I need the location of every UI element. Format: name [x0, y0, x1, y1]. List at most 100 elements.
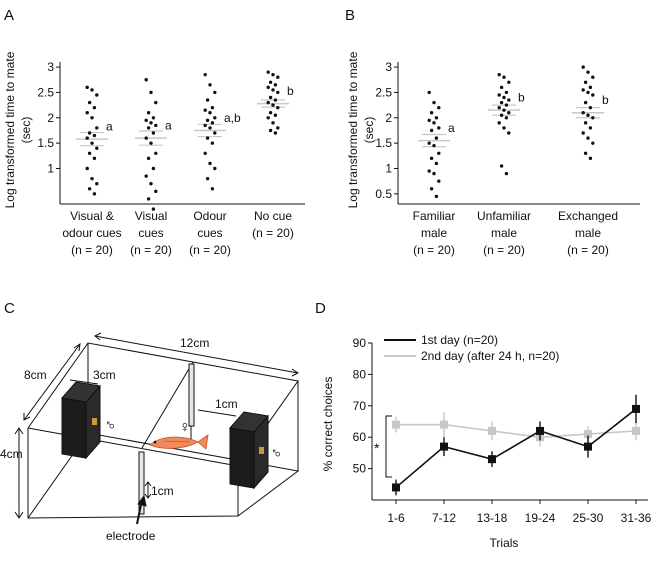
- dim-4cm-arrowhead-top: [14, 427, 24, 435]
- electrode-arrowhead: [137, 494, 147, 507]
- series-marker: [536, 426, 544, 435]
- b-ytick-label: 3: [385, 60, 392, 74]
- data-point: [581, 88, 585, 92]
- data-point: [213, 90, 217, 95]
- dim-12cm-arrow: [94, 335, 299, 374]
- data-point: [90, 176, 94, 181]
- data-point: [583, 121, 588, 125]
- data-point: [208, 111, 212, 115]
- data-point: [149, 121, 153, 125]
- data-point: [144, 118, 148, 123]
- dim-12cm-arrowhead-left: [94, 332, 102, 341]
- data-point: [437, 151, 441, 155]
- series-marker: [632, 404, 640, 413]
- data-point: [497, 93, 501, 97]
- partition-top: [141, 361, 194, 449]
- category-label: (n = 20): [567, 243, 609, 257]
- series-marker: [440, 420, 448, 429]
- data-point: [429, 156, 434, 161]
- d-xtick-label: 31-36: [621, 511, 652, 525]
- data-point: [203, 123, 207, 128]
- dim-1cm-lower-arrowhead-top: [144, 481, 152, 487]
- data-point: [427, 169, 431, 173]
- data-point: [581, 111, 585, 115]
- data-point: [268, 80, 273, 84]
- category-label: male: [491, 226, 517, 240]
- legend-label-day2: 2nd day (after 24 h, n=20): [421, 349, 559, 363]
- data-point: [154, 100, 158, 105]
- d-ytick-label: 50: [353, 462, 367, 476]
- data-point: [95, 146, 99, 150]
- panel-b-ylabel-line1: Log transformed time to mate: [346, 51, 360, 208]
- data-point: [497, 121, 501, 125]
- panel-b-ylabel-line2: (sec): [362, 117, 376, 144]
- data-point: [502, 126, 506, 130]
- data-point: [437, 179, 441, 183]
- data-point: [151, 116, 156, 120]
- a-ytick-label: 2.5: [37, 85, 54, 99]
- data-point: [208, 161, 212, 166]
- data-point: [276, 126, 280, 130]
- panel-letter-a: A: [4, 7, 14, 24]
- data-point: [429, 128, 434, 133]
- category-label: Familiar: [413, 209, 456, 223]
- significance-star: *: [374, 440, 380, 456]
- tank-front-face: [27, 428, 239, 519]
- category-label: male: [421, 226, 447, 240]
- data-point: [266, 85, 270, 90]
- data-point: [146, 111, 151, 115]
- data-point: [92, 105, 97, 110]
- significance-letter: b: [602, 93, 609, 107]
- data-point: [268, 128, 273, 133]
- data-point: [273, 113, 278, 117]
- data-point: [586, 90, 590, 95]
- data-point: [87, 131, 92, 135]
- data-point: [146, 126, 151, 130]
- data-point: [268, 95, 273, 100]
- data-point: [271, 121, 275, 125]
- data-point: [92, 156, 97, 161]
- data-point: [497, 72, 501, 77]
- data-point: [85, 166, 89, 171]
- label-12cm: 12cm: [180, 336, 209, 350]
- stimulus-box-left-top: [61, 381, 101, 403]
- data-point: [504, 116, 509, 120]
- data-point: [427, 141, 431, 145]
- data-point: [502, 75, 506, 79]
- label-electrode: electrode: [106, 529, 156, 543]
- data-point: [208, 83, 212, 87]
- significance-letter: a: [106, 119, 113, 133]
- legend-label-day1: 1st day (n=20): [421, 333, 498, 347]
- data-point: [90, 116, 94, 120]
- data-point: [432, 143, 436, 148]
- d-xtick-label: 13-18: [477, 511, 508, 525]
- data-point: [588, 105, 593, 110]
- series-marker: [392, 420, 400, 429]
- data-point: [95, 126, 99, 130]
- data-point: [591, 75, 595, 79]
- data-point: [205, 176, 210, 181]
- data-point: [504, 90, 509, 95]
- scatter-panel-b: Log transformed time to mate (sec) 0.5 1 1…: [346, 51, 640, 257]
- panel-a-ylabel-line2: (sec): [19, 117, 33, 144]
- data-point: [271, 103, 275, 107]
- data-point: [591, 141, 595, 145]
- b-ytick-label: 0.5: [375, 187, 392, 201]
- label-4cm: 4cm: [0, 447, 23, 461]
- data-point: [85, 85, 89, 90]
- data-point: [434, 161, 439, 166]
- d-xtick-label: 25-30: [573, 511, 604, 525]
- data-point: [149, 141, 153, 145]
- stimulus-box-right-front: [229, 427, 255, 489]
- series-marker: [584, 430, 592, 439]
- d-ytick-label: 70: [353, 399, 367, 413]
- data-point: [95, 93, 99, 97]
- data-point: [273, 98, 278, 102]
- scatter-panel-a: Log transformed time to mate (sec) 1 1.5 2…: [3, 51, 305, 257]
- data-point: [90, 88, 94, 92]
- male-symbol-left: ♂: [103, 419, 120, 431]
- data-point: [95, 182, 99, 186]
- series-marker: [632, 426, 640, 435]
- data-point: [87, 187, 92, 191]
- data-point: [586, 70, 590, 74]
